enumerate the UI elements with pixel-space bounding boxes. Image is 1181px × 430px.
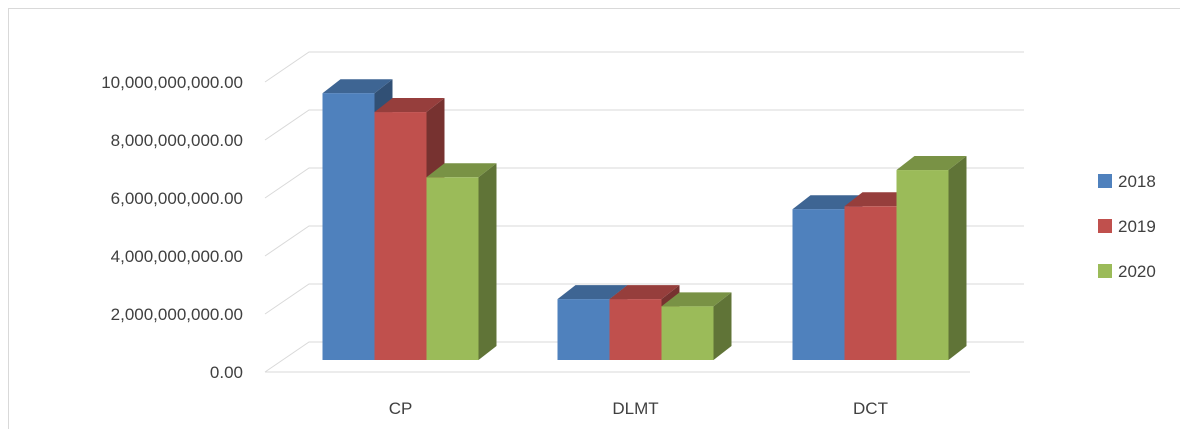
legend: 2018 2019 2020 bbox=[1098, 172, 1156, 281]
gridline bbox=[264, 51, 1024, 83]
category-label: DLMT bbox=[612, 399, 658, 418]
bar-top bbox=[374, 98, 445, 113]
gridline bbox=[264, 225, 1024, 257]
bar-top bbox=[426, 163, 497, 178]
bar-top bbox=[322, 79, 393, 94]
legend-label: 2018 bbox=[1118, 172, 1156, 191]
bar-front bbox=[426, 177, 479, 360]
bar-front bbox=[609, 299, 662, 360]
category-label: DCT bbox=[853, 399, 888, 418]
y-tick-label: 10,000,000,000.00 bbox=[101, 73, 243, 92]
bar-top bbox=[557, 285, 628, 300]
legend-swatch bbox=[1098, 264, 1112, 278]
y-tick-label: 0.00 bbox=[210, 363, 243, 382]
gridline bbox=[264, 167, 1024, 199]
gridline bbox=[264, 341, 1024, 373]
legend-item: 2020 bbox=[1098, 262, 1156, 281]
y-axis-tick-labels: 0.00 2,000,000,000.00 4,000,000,000.00 6,00… bbox=[101, 73, 243, 382]
legend-swatch bbox=[1098, 219, 1112, 233]
bar-side bbox=[478, 163, 497, 360]
y-tick-label: 2,000,000,000.00 bbox=[111, 305, 243, 324]
y-tick-label: 8,000,000,000.00 bbox=[111, 131, 243, 150]
bar-front bbox=[896, 170, 949, 360]
bar-front bbox=[374, 112, 427, 360]
legend-item: 2018 bbox=[1098, 172, 1156, 191]
bar-top bbox=[792, 195, 863, 210]
bar bbox=[426, 163, 497, 360]
legend-swatch bbox=[1098, 174, 1112, 188]
bar-front bbox=[792, 209, 845, 360]
category-labels: CP DLMT DCT bbox=[389, 399, 888, 418]
y-tick-label: 4,000,000,000.00 bbox=[111, 247, 243, 266]
legend-item: 2019 bbox=[1098, 217, 1156, 236]
gridline bbox=[264, 109, 1024, 141]
bar bbox=[661, 292, 732, 360]
gridline bbox=[264, 283, 1024, 315]
bar-top bbox=[609, 285, 680, 300]
legend-label: 2020 bbox=[1118, 262, 1156, 281]
bar-side bbox=[713, 292, 732, 360]
legend-label: 2019 bbox=[1118, 217, 1156, 236]
bar-front bbox=[557, 299, 610, 360]
bar-top bbox=[661, 292, 732, 307]
bar-top bbox=[896, 156, 967, 171]
y-tick-label: 6,000,000,000.00 bbox=[111, 189, 243, 208]
bar-side bbox=[948, 156, 967, 360]
bar-front bbox=[661, 306, 714, 360]
chart-frame bbox=[8, 8, 1180, 429]
bar-front bbox=[844, 206, 897, 360]
bar-front bbox=[322, 93, 375, 360]
category-label: CP bbox=[389, 399, 413, 418]
bars bbox=[322, 79, 967, 361]
gridlines bbox=[264, 51, 1024, 373]
bar bbox=[896, 156, 967, 360]
